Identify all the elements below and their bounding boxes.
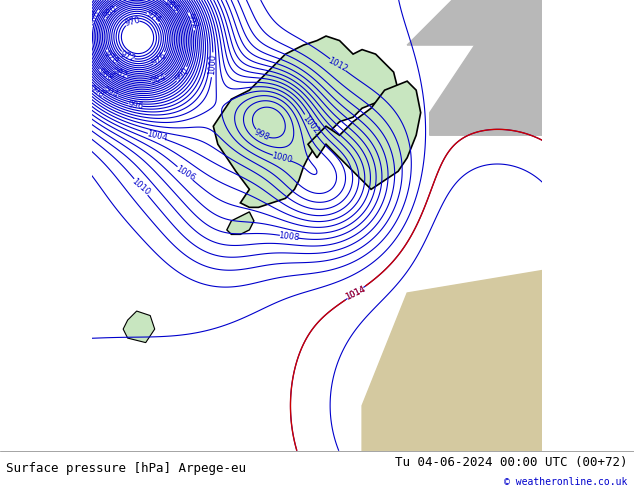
Text: 984: 984 xyxy=(149,72,167,86)
Text: 1000: 1000 xyxy=(207,54,218,75)
Text: 994: 994 xyxy=(102,85,120,99)
Text: 1000: 1000 xyxy=(270,151,293,165)
Polygon shape xyxy=(430,45,543,135)
Text: 1012: 1012 xyxy=(327,56,349,74)
Polygon shape xyxy=(227,212,254,234)
Text: 1010: 1010 xyxy=(130,177,152,197)
Text: 986: 986 xyxy=(87,9,103,27)
Text: 988: 988 xyxy=(96,67,114,83)
Text: 986: 986 xyxy=(162,0,181,14)
Text: 974: 974 xyxy=(145,9,162,25)
Polygon shape xyxy=(308,81,421,189)
Text: Surface pressure [hPa] Arpege-eu: Surface pressure [hPa] Arpege-eu xyxy=(6,462,247,475)
Text: 970: 970 xyxy=(124,16,141,28)
Text: 978: 978 xyxy=(102,49,120,66)
Text: 992: 992 xyxy=(184,12,200,30)
Text: 996: 996 xyxy=(127,100,144,111)
Text: 982: 982 xyxy=(111,67,129,81)
Text: Tu 04-06-2024 00:00 UTC (00+72): Tu 04-06-2024 00:00 UTC (00+72) xyxy=(395,456,628,469)
Text: 1008: 1008 xyxy=(278,231,300,243)
Polygon shape xyxy=(213,36,398,207)
Polygon shape xyxy=(407,0,543,45)
Text: 1004: 1004 xyxy=(145,129,167,143)
Text: 990: 990 xyxy=(173,66,191,83)
Polygon shape xyxy=(123,311,155,343)
Text: 998: 998 xyxy=(253,127,271,142)
Text: 976: 976 xyxy=(150,50,169,68)
Text: 1002: 1002 xyxy=(300,113,320,135)
Text: 998: 998 xyxy=(87,84,106,100)
Text: 1014: 1014 xyxy=(344,284,367,302)
Text: 980: 980 xyxy=(101,3,119,21)
Text: 1014: 1014 xyxy=(344,284,367,302)
Text: © weatheronline.co.uk: © weatheronline.co.uk xyxy=(504,477,628,487)
Text: 1006: 1006 xyxy=(174,164,197,183)
Polygon shape xyxy=(362,270,543,451)
Text: 972: 972 xyxy=(119,49,137,63)
